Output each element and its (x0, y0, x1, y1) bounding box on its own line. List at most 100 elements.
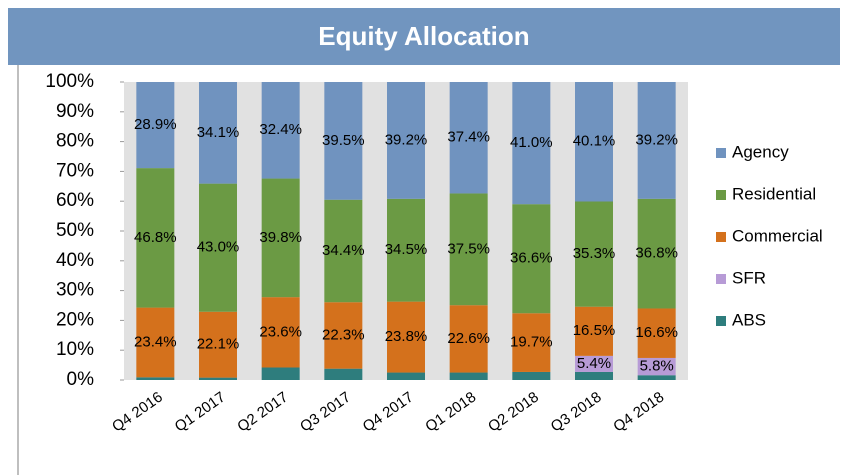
data-label: 43.0% (197, 239, 240, 256)
bar-segment (387, 301, 425, 373)
bar-segment (324, 82, 363, 200)
y-tick-label: 70% (56, 160, 94, 181)
bar-segment (512, 204, 551, 314)
x-tick-label: Q3 2018 (548, 389, 605, 436)
bar-segment (136, 168, 175, 308)
y-tick-label: 0% (67, 369, 95, 390)
bar-segment (449, 193, 488, 306)
x-tick-label: Q1 2017 (172, 389, 229, 436)
data-label: 28.9% (134, 116, 177, 133)
y-tick-label: 80% (56, 131, 94, 152)
chart-title: Equity Allocation (318, 21, 529, 51)
data-label: 36.6% (510, 250, 553, 267)
data-label: 19.7% (510, 334, 553, 351)
data-label: 41.0% (510, 134, 553, 151)
x-tick-label: Q2 2018 (485, 389, 542, 436)
data-label: 5.4% (577, 355, 611, 372)
data-label: 23.8% (385, 328, 428, 345)
legend-swatch (716, 148, 726, 158)
y-tick-label: 20% (56, 309, 94, 330)
x-tick-label: Q4 2018 (610, 389, 667, 436)
y-tick-label: 100% (45, 71, 94, 92)
data-label: 22.1% (197, 336, 240, 353)
data-label: 16.6% (635, 324, 678, 341)
data-label: 23.4% (134, 333, 177, 350)
data-label: 16.5% (573, 322, 616, 339)
y-tick-label: 10% (56, 339, 94, 360)
bar-segment (449, 305, 488, 373)
bar-segment (324, 368, 363, 380)
bar-segment (199, 183, 237, 312)
bar-segment (324, 199, 363, 303)
legend-swatch (716, 190, 726, 200)
data-label: 23.6% (259, 323, 302, 340)
bar-segment (575, 201, 613, 307)
bar-segment (512, 313, 551, 372)
data-label: 39.8% (259, 229, 302, 246)
legend-swatch (716, 232, 726, 242)
data-label: 35.3% (573, 245, 616, 262)
bar-segment (637, 82, 676, 199)
legend-label: Residential (732, 184, 816, 203)
bar-segment (575, 355, 613, 372)
data-label: 22.6% (447, 330, 490, 347)
y-tick-label: 50% (56, 220, 94, 241)
bar-segment (575, 82, 613, 202)
bar-segment (261, 82, 300, 179)
data-label: 39.5% (322, 132, 365, 149)
bar-segment (261, 367, 300, 380)
y-tick-label: 30% (56, 280, 94, 301)
bar-segment (575, 306, 613, 356)
legend-swatch (716, 316, 726, 326)
title-bar (8, 8, 840, 65)
data-label: 34.5% (385, 241, 428, 258)
bar-segment (199, 311, 237, 378)
bar-segment (449, 372, 488, 380)
data-label: 37.4% (447, 129, 490, 146)
bar-segment (449, 82, 488, 194)
bar-segment (637, 357, 676, 376)
bar-segment (261, 178, 300, 298)
legend-label: ABS (732, 310, 766, 329)
bar-segment (324, 302, 363, 369)
x-tick-label: Q4 2017 (360, 389, 417, 436)
x-tick-label: Q2 2017 (234, 389, 291, 436)
bar-segment (199, 82, 237, 184)
bar-segment (575, 371, 613, 380)
x-tick-label: Q3 2017 (297, 389, 354, 436)
bar-segment (512, 82, 551, 205)
bar-segment (261, 297, 300, 368)
data-label: 34.4% (322, 242, 365, 259)
bar-segment (199, 377, 237, 380)
bar-segment (637, 198, 676, 309)
bar-segment (387, 82, 425, 199)
data-label: 22.3% (322, 326, 365, 343)
data-label: 40.1% (573, 133, 616, 150)
bar-segment (136, 307, 175, 378)
bar-segment (637, 375, 676, 380)
legend-swatch (716, 274, 726, 284)
bar-segment (387, 198, 425, 302)
bar-segment (637, 308, 676, 358)
legend-label: Commercial (732, 226, 823, 245)
bar-segment (136, 377, 175, 380)
data-label: 39.2% (385, 131, 428, 148)
data-label: 5.8% (640, 358, 674, 375)
x-tick-label: Q4 2016 (109, 389, 166, 436)
x-tick-label: Q1 2018 (422, 389, 479, 436)
legend-label: SFR (732, 268, 766, 287)
bar-segment (387, 372, 425, 380)
y-tick-label: 60% (56, 190, 94, 211)
data-label: 46.8% (134, 229, 177, 246)
y-tick-label: 40% (56, 250, 94, 271)
data-label: 39.2% (635, 131, 678, 148)
data-label: 36.8% (635, 245, 678, 262)
data-label: 34.1% (197, 124, 240, 141)
data-label: 37.5% (447, 240, 490, 257)
legend-label: Agency (732, 142, 789, 161)
bar-segment (136, 82, 175, 169)
y-tick-label: 90% (56, 101, 94, 122)
bar-segment (512, 371, 551, 380)
data-label: 32.4% (259, 121, 302, 138)
